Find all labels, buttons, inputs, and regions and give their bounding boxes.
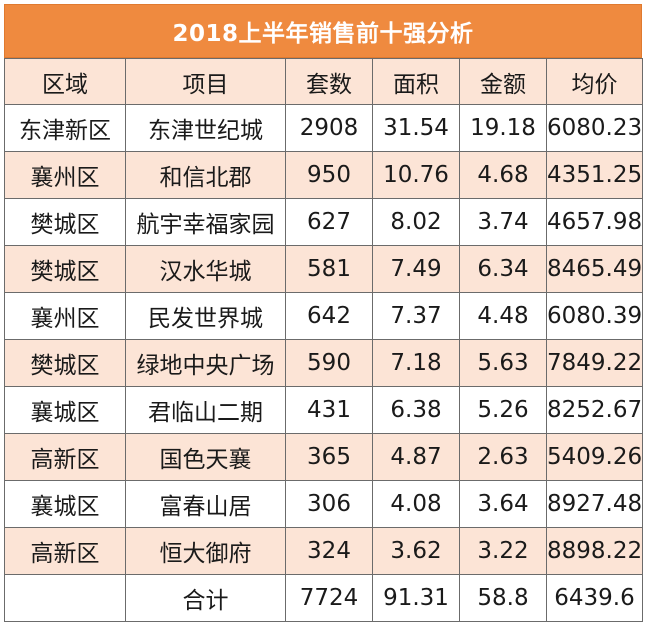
cell-avg-price: 4657.98	[546, 198, 643, 246]
sales-table: 区域 项目 套数 面积 金额 均价 东津新区 东津世纪城 2908 31.54 19.1…	[4, 58, 643, 622]
header-avg-price: 均价	[546, 58, 643, 105]
cell-project: 绿地中央广场	[125, 339, 286, 387]
cell-avg-price: 8252.67	[546, 386, 643, 434]
cell-project: 君临山二期	[125, 386, 286, 434]
cell-area: 10.76	[372, 151, 460, 199]
header-row: 区域 项目 套数 面积 金额 均价	[4, 58, 643, 105]
cell-amount: 19.18	[459, 104, 547, 152]
cell-units: 431	[285, 386, 373, 434]
table-title: 2018上半年销售前十强分析	[4, 4, 642, 58]
cell-units: 365	[285, 433, 373, 481]
cell-district: 襄州区	[4, 151, 126, 199]
header-amount: 金额	[459, 58, 547, 105]
sales-table-container: 2018上半年销售前十强分析 区域 项目 套数 面积 金额 均价 东津新区 东津世…	[4, 4, 643, 622]
cell-units: 590	[285, 339, 373, 387]
cell-avg-price: 7849.22	[546, 339, 643, 387]
header-units: 套数	[285, 58, 373, 105]
cell-project: 汉水华城	[125, 245, 286, 293]
header-district: 区域	[4, 58, 126, 105]
total-row: 合计 7724 91.31 58.8 6439.6	[4, 574, 643, 622]
cell-area: 7.49	[372, 245, 460, 293]
table-row: 高新区 恒大御府 324 3.62 3.22 8898.22	[4, 527, 643, 575]
cell-avg-price: 4351.25	[546, 151, 643, 199]
cell-district: 樊城区	[4, 198, 126, 246]
cell-district: 高新区	[4, 527, 126, 575]
cell-units: 627	[285, 198, 373, 246]
cell-units: 950	[285, 151, 373, 199]
table-row: 襄州区 和信北郡 950 10.76 4.68 4351.25	[4, 151, 643, 199]
table-row: 樊城区 汉水华城 581 7.49 6.34 8465.49	[4, 245, 643, 293]
cell-district: 樊城区	[4, 245, 126, 293]
cell-avg-price: 5409.26	[546, 433, 643, 481]
table-row: 樊城区 航宇幸福家园 627 8.02 3.74 4657.98	[4, 198, 643, 246]
cell-amount: 2.63	[459, 433, 547, 481]
table-row: 襄州区 民发世界城 642 7.37 4.48 6080.39	[4, 292, 643, 340]
cell-district: 襄城区	[4, 386, 126, 434]
cell-units: 581	[285, 245, 373, 293]
cell-area: 7.37	[372, 292, 460, 340]
cell-amount: 4.68	[459, 151, 547, 199]
cell-district: 樊城区	[4, 339, 126, 387]
cell-project: 恒大御府	[125, 527, 286, 575]
table-body: 东津新区 东津世纪城 2908 31.54 19.18 6080.23 襄州区 和信北郡 950…	[4, 104, 643, 622]
table-row: 襄城区 富春山居 306 4.08 3.64 8927.48	[4, 480, 643, 528]
cell-avg-price: 8465.49	[546, 245, 643, 293]
header-area: 面积	[372, 58, 460, 105]
table-row: 襄城区 君临山二期 431 6.38 5.26 8252.67	[4, 386, 643, 434]
cell-avg-price: 8927.48	[546, 480, 643, 528]
total-avg-price: 6439.6	[546, 574, 643, 622]
cell-project: 东津世纪城	[125, 104, 286, 152]
cell-amount: 5.63	[459, 339, 547, 387]
cell-amount: 5.26	[459, 386, 547, 434]
table-row: 高新区 国色天襄 365 4.87 2.63 5409.26	[4, 433, 643, 481]
total-label: 合计	[125, 574, 286, 622]
cell-area: 8.02	[372, 198, 460, 246]
cell-project: 富春山居	[125, 480, 286, 528]
cell-units: 324	[285, 527, 373, 575]
cell-amount: 6.34	[459, 245, 547, 293]
cell-avg-price: 6080.23	[546, 104, 643, 152]
cell-amount: 4.48	[459, 292, 547, 340]
table-row: 东津新区 东津世纪城 2908 31.54 19.18 6080.23	[4, 104, 643, 152]
total-units: 7724	[285, 574, 373, 622]
cell-area: 31.54	[372, 104, 460, 152]
cell-amount: 3.64	[459, 480, 547, 528]
cell-district: 高新区	[4, 433, 126, 481]
cell-project: 民发世界城	[125, 292, 286, 340]
cell-avg-price: 6080.39	[546, 292, 643, 340]
cell-area: 4.87	[372, 433, 460, 481]
cell-district: 襄州区	[4, 292, 126, 340]
cell-units: 2908	[285, 104, 373, 152]
cell-project: 航宇幸福家园	[125, 198, 286, 246]
cell-area: 4.08	[372, 480, 460, 528]
cell-area: 6.38	[372, 386, 460, 434]
cell-area: 3.62	[372, 527, 460, 575]
cell-district: 襄城区	[4, 480, 126, 528]
cell-district: 东津新区	[4, 104, 126, 152]
total-area: 91.31	[372, 574, 460, 622]
total-empty	[4, 574, 126, 622]
total-amount: 58.8	[459, 574, 547, 622]
cell-project: 和信北郡	[125, 151, 286, 199]
cell-avg-price: 8898.22	[546, 527, 643, 575]
cell-units: 306	[285, 480, 373, 528]
table-row: 樊城区 绿地中央广场 590 7.18 5.63 7849.22	[4, 339, 643, 387]
cell-project: 国色天襄	[125, 433, 286, 481]
cell-amount: 3.22	[459, 527, 547, 575]
cell-units: 642	[285, 292, 373, 340]
cell-area: 7.18	[372, 339, 460, 387]
cell-amount: 3.74	[459, 198, 547, 246]
header-project: 项目	[125, 58, 286, 105]
